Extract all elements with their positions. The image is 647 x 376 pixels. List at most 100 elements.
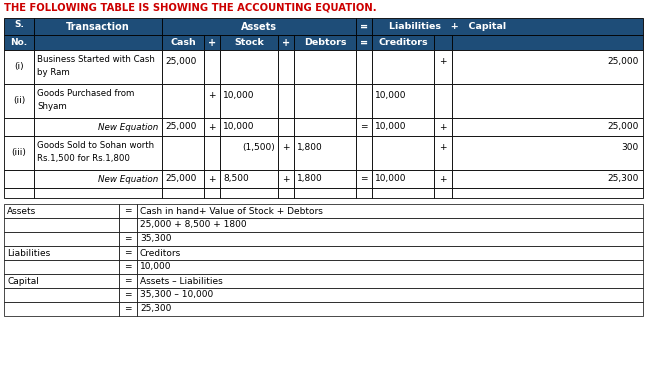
Bar [372,18,643,35]
Bar [220,170,278,188]
Bar [4,288,119,302]
Bar [119,204,137,218]
Text: 25,300: 25,300 [608,174,639,183]
Bar [4,170,34,188]
Text: =: = [360,123,367,132]
Text: Creditors: Creditors [140,249,181,258]
Text: +: + [208,174,215,183]
Text: Creditors: Creditors [378,38,428,47]
Bar [137,246,643,260]
Bar [162,84,204,118]
Text: New Equation: New Equation [98,123,158,132]
Bar [137,232,643,246]
Bar [278,118,294,136]
Bar [452,84,643,118]
Text: S.: S. [14,20,24,29]
Bar [204,118,220,136]
Bar [34,170,162,188]
Bar [34,188,162,198]
Bar [434,35,452,50]
Text: Goods Sold to Sohan worth
Rs.1,500 for Rs.1,800: Goods Sold to Sohan worth Rs.1,500 for R… [37,141,154,163]
Bar [356,84,372,118]
Bar [434,50,452,84]
Bar [162,170,204,188]
Bar [356,35,372,50]
Text: =: = [360,38,368,47]
Text: 25,000: 25,000 [608,123,639,132]
Bar [294,188,356,198]
Text: No.: No. [10,38,28,47]
Text: Assets – Liabilities: Assets – Liabilities [140,276,223,285]
Bar [162,136,204,170]
Text: =: = [360,174,367,183]
Text: 35,300: 35,300 [140,235,171,244]
Bar [278,136,294,170]
Bar [119,218,137,232]
Bar [137,288,643,302]
Bar [137,218,643,232]
Text: 25,000: 25,000 [165,174,197,183]
Text: 300: 300 [622,143,639,152]
Text: 25,000: 25,000 [608,57,639,66]
Text: Transaction: Transaction [66,21,130,32]
Text: Stock: Stock [234,38,264,47]
Bar [220,188,278,198]
Bar [294,35,356,50]
Bar [34,118,162,136]
Bar [119,260,137,274]
Bar [162,118,204,136]
Text: +: + [208,38,216,47]
Text: +: + [282,143,290,152]
Text: =: = [124,276,132,285]
Text: Capital: Capital [7,276,39,285]
Text: 25,000 + 8,500 + 1800: 25,000 + 8,500 + 1800 [140,220,247,229]
Text: 10,000: 10,000 [375,123,406,132]
Bar [4,118,34,136]
Text: Goods Purchased from
Shyam: Goods Purchased from Shyam [37,89,135,111]
Bar [4,218,119,232]
Bar [434,188,452,198]
Bar [137,302,643,316]
Bar [452,50,643,84]
Text: +: + [282,174,290,183]
Bar [434,136,452,170]
Bar [434,170,452,188]
Bar [162,50,204,84]
Text: 10,000: 10,000 [375,174,406,183]
Bar [204,170,220,188]
Text: +: + [282,38,290,47]
Bar [34,84,162,118]
Bar [452,136,643,170]
Bar [294,118,356,136]
Bar [4,50,34,84]
Bar [119,232,137,246]
Bar [372,188,434,198]
Text: Cash: Cash [170,38,196,47]
Text: Business Started with Cash
by Ram: Business Started with Cash by Ram [37,55,155,77]
Bar [4,204,119,218]
Text: (ii): (ii) [13,97,25,106]
Bar [434,118,452,136]
Bar [220,50,278,84]
Bar [204,84,220,118]
Bar [4,232,119,246]
Text: 25,000: 25,000 [165,57,197,66]
Text: 35,300 – 10,000: 35,300 – 10,000 [140,291,214,300]
Bar [4,246,119,260]
Text: 10,000: 10,000 [223,91,254,100]
Text: 1,800: 1,800 [297,143,323,152]
Text: Cash in hand+ Value of Stock + Debtors: Cash in hand+ Value of Stock + Debtors [140,206,323,215]
Bar [119,288,137,302]
Bar [372,118,434,136]
Text: 8,500: 8,500 [223,174,248,183]
Bar [4,35,34,50]
Bar [204,136,220,170]
Bar [204,50,220,84]
Bar [294,170,356,188]
Bar [452,188,643,198]
Text: (i): (i) [14,62,24,71]
Bar [4,302,119,316]
Text: +: + [439,57,446,66]
Text: (iii): (iii) [12,149,27,158]
Text: =: = [124,305,132,314]
